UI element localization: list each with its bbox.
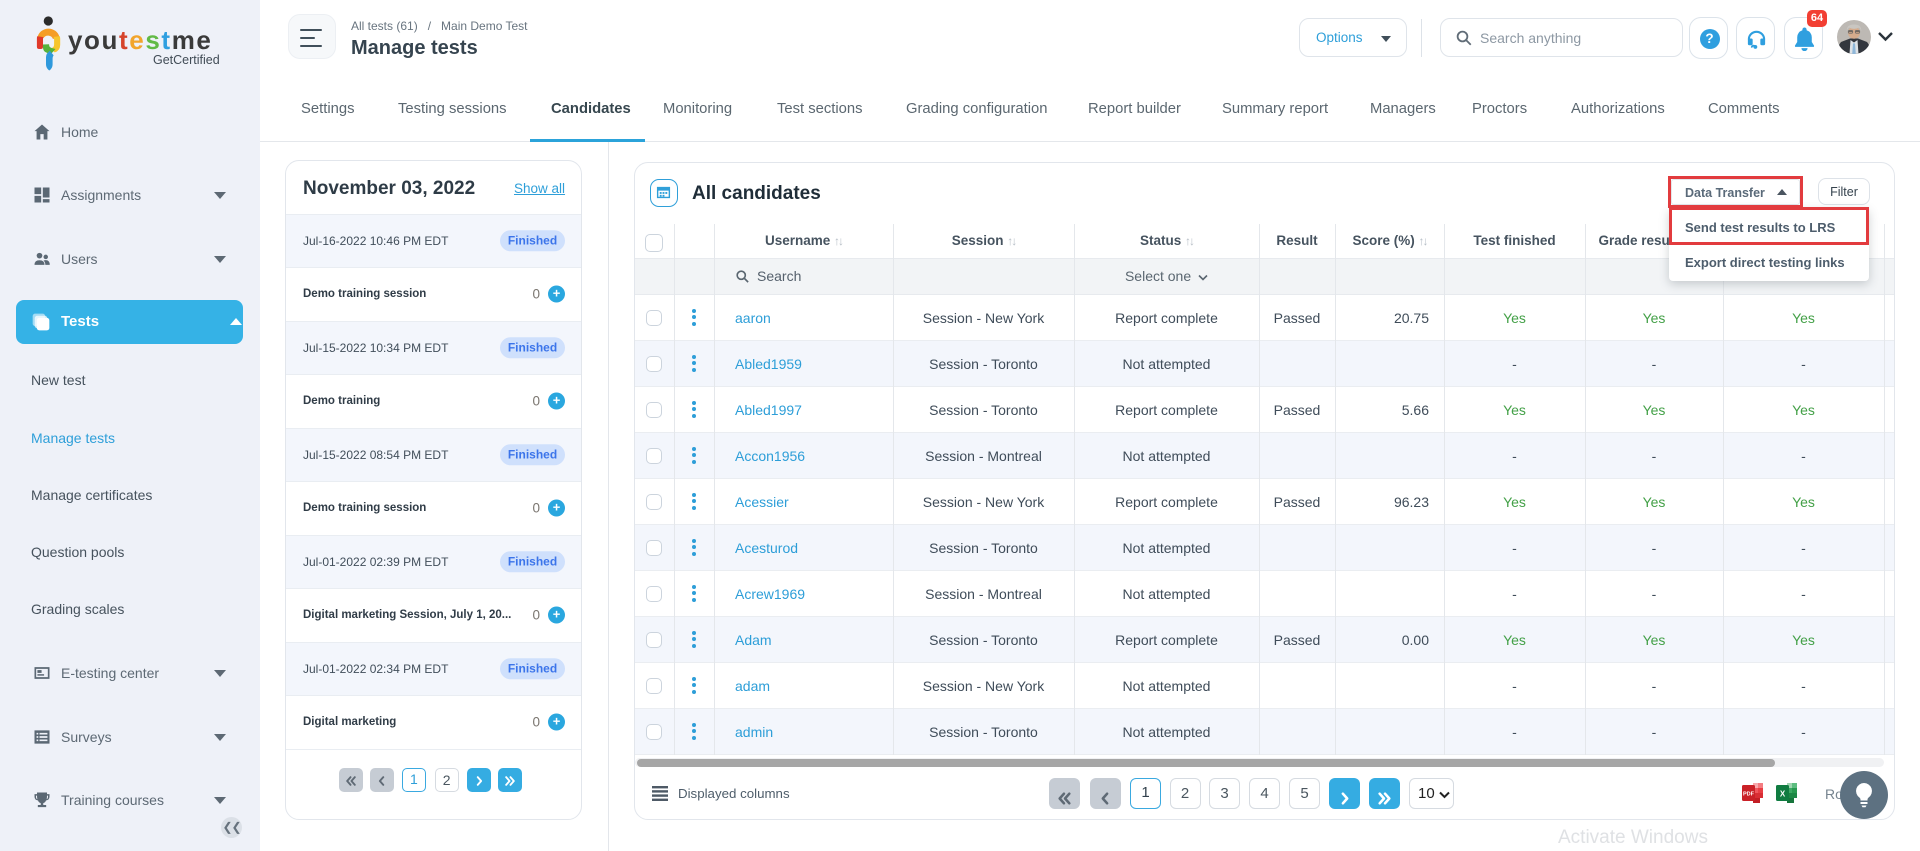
svg-text:PDF: PDF — [1743, 792, 1755, 798]
svg-text:X: X — [1780, 790, 1786, 799]
